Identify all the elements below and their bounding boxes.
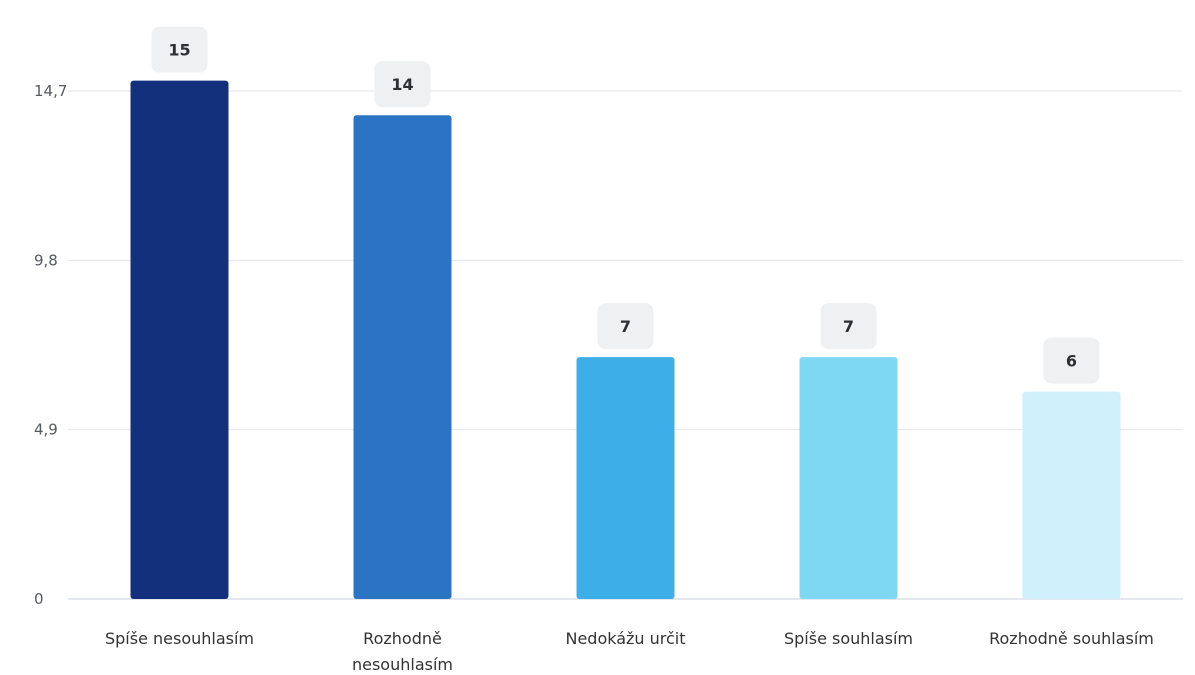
category-label: Rozhodně [363, 629, 442, 648]
value-label-box [820, 303, 877, 350]
value-label: 7 [843, 317, 854, 336]
bar [130, 80, 229, 600]
value-label: 7 [620, 317, 631, 336]
value-label: 6 [1066, 352, 1077, 371]
y-tick-label: 4,9 [34, 421, 58, 439]
value-label-box [597, 303, 654, 350]
category-label: Rozhodně souhlasím [989, 629, 1154, 648]
y-tick-label: 14,7 [34, 82, 67, 100]
value-label-box [151, 26, 208, 73]
y-tick-label: 9,8 [34, 251, 58, 269]
bar [353, 115, 452, 599]
value-label: 14 [391, 75, 413, 94]
category-label: Nedokážu určit [565, 629, 685, 648]
category-label: nesouhlasím [352, 655, 453, 674]
category-label: Spíše nesouhlasím [105, 629, 254, 648]
value-label-box [1043, 337, 1100, 384]
bar [576, 357, 675, 599]
y-tick-label: 0 [34, 590, 44, 608]
value-label: 15 [168, 41, 190, 60]
value-label-box [374, 61, 431, 108]
bar [799, 357, 898, 599]
category-label: Spíše souhlasím [784, 629, 913, 648]
bar [1022, 391, 1121, 599]
